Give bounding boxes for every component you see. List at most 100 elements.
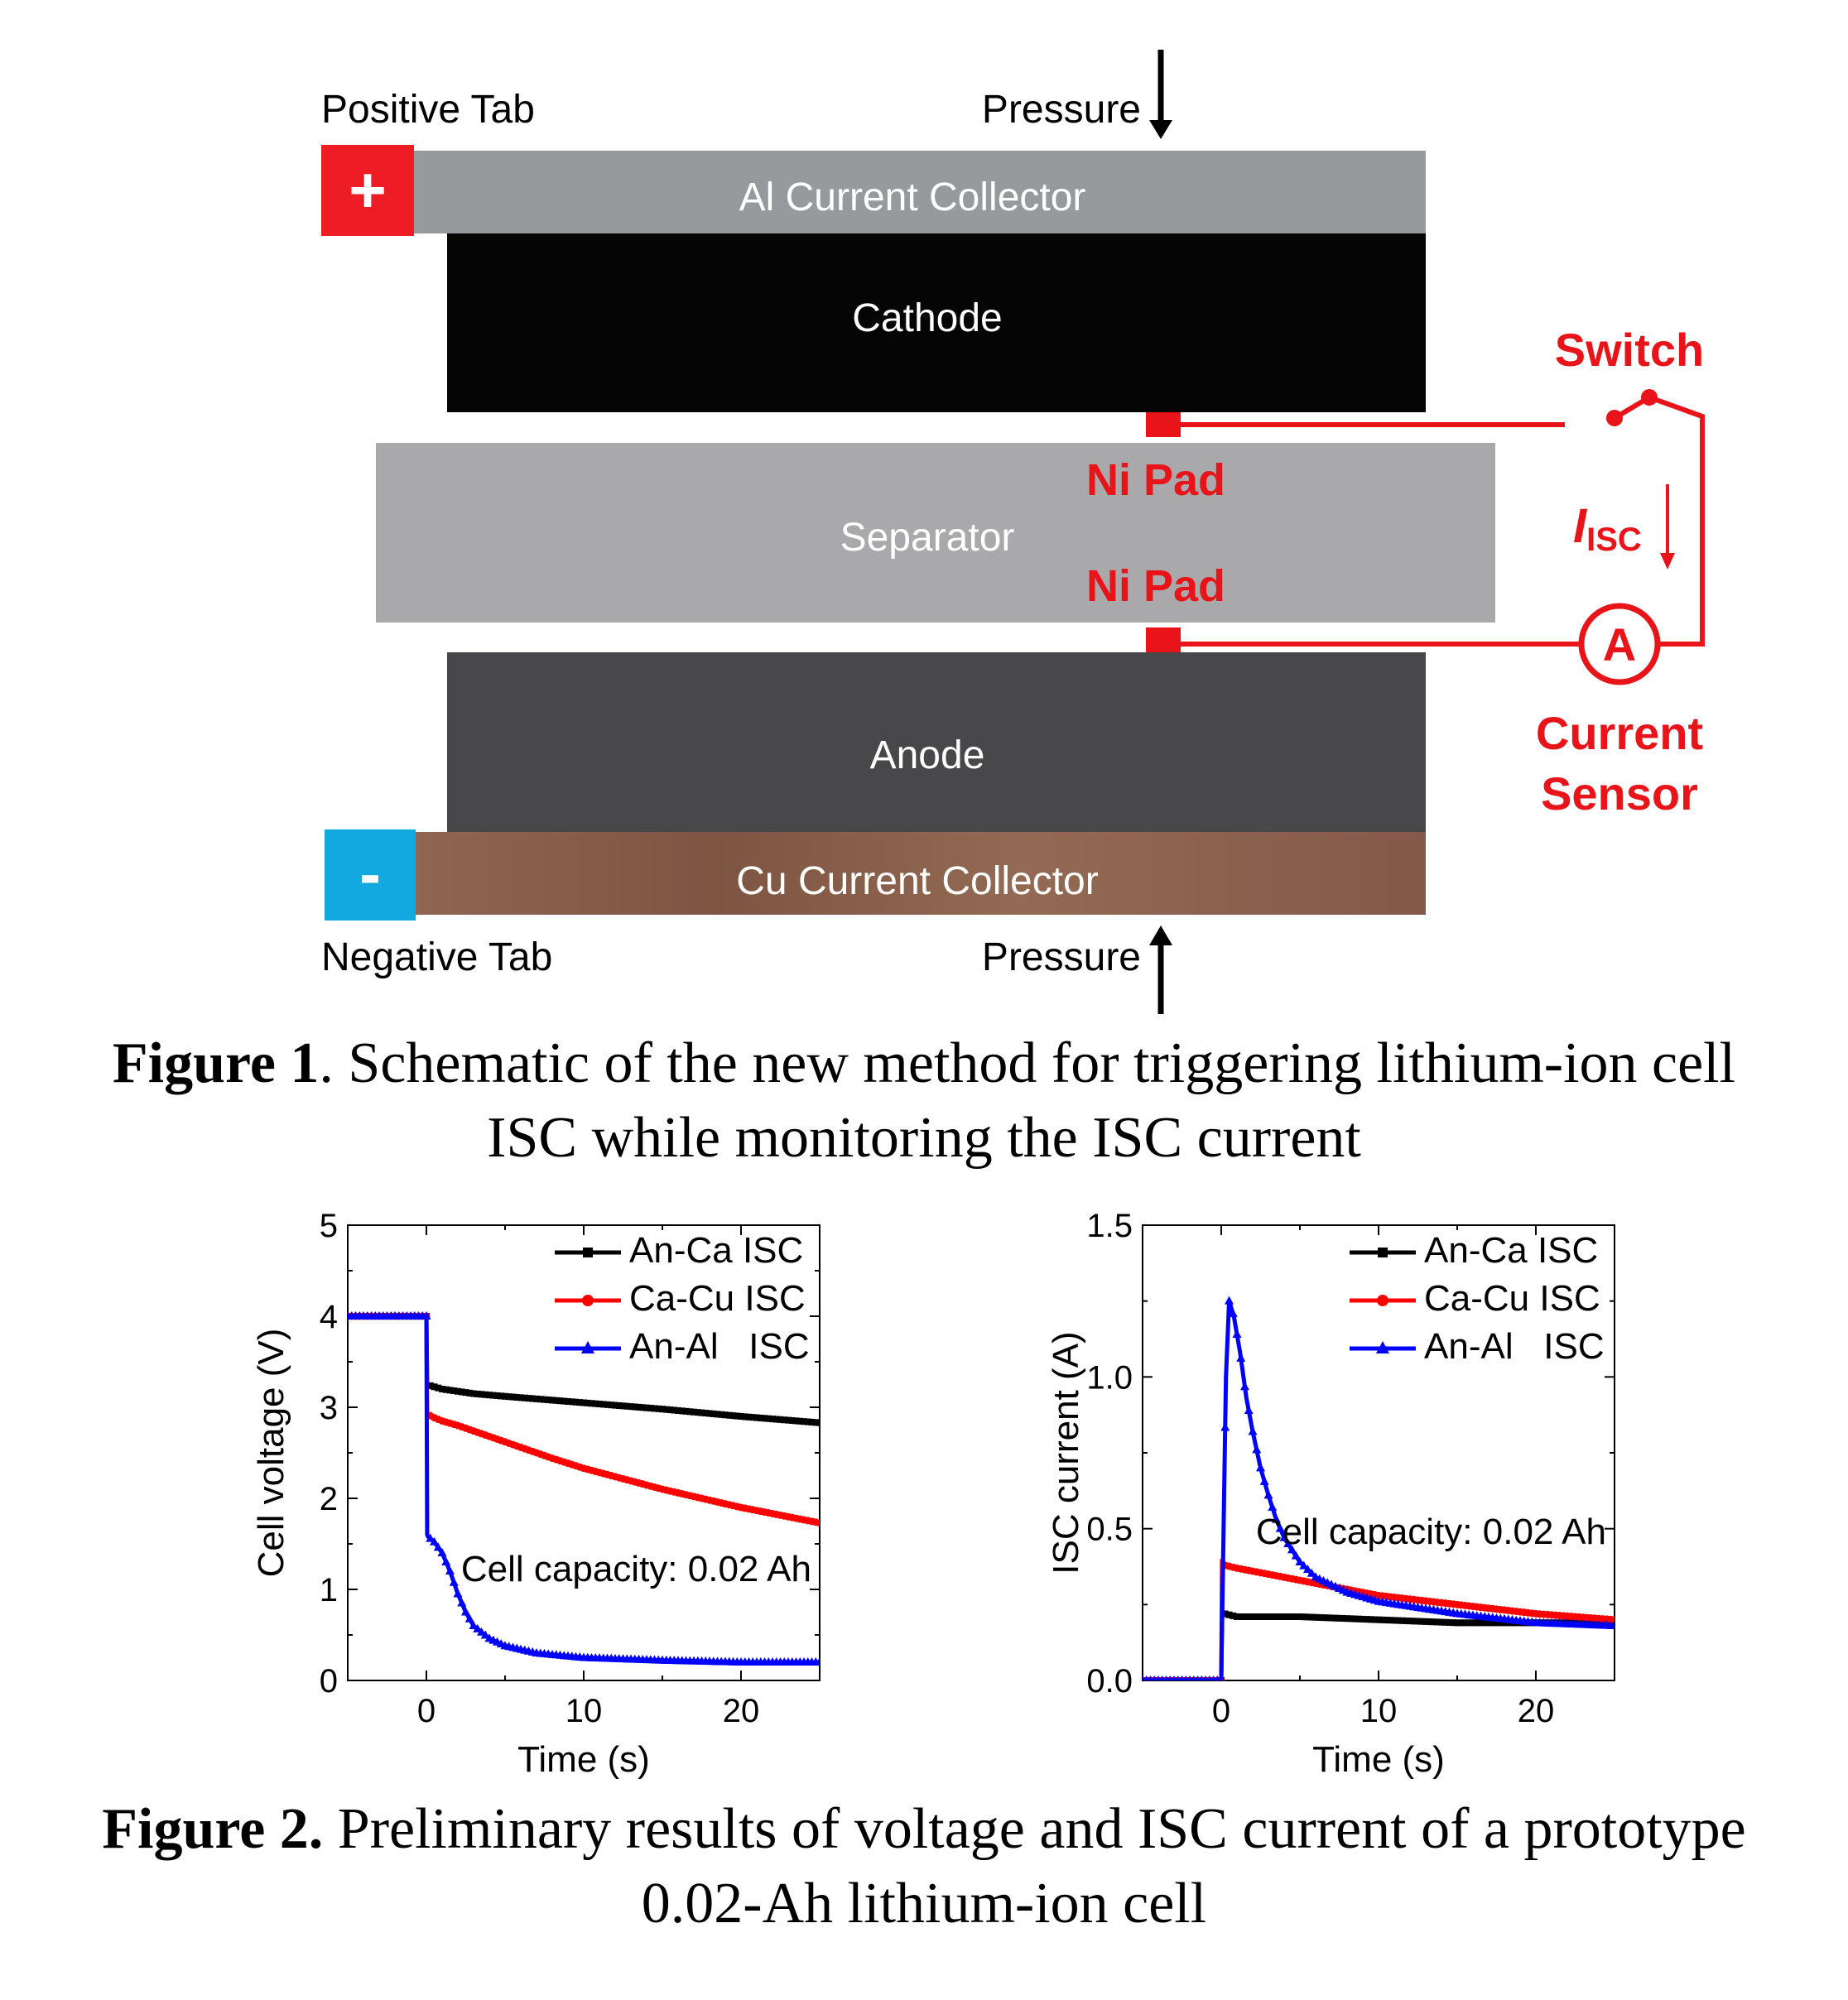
series-marker	[1167, 1675, 1173, 1680]
series-marker	[552, 1397, 560, 1404]
series-marker	[801, 1418, 807, 1425]
series-marker	[1360, 1615, 1366, 1623]
series-marker	[612, 1401, 618, 1409]
series-marker	[1225, 1611, 1233, 1618]
figure1-caption-text: . Schematic of the new method for trigge…	[319, 1031, 1736, 1095]
series-marker	[533, 1395, 540, 1402]
legend-marker	[582, 1295, 594, 1306]
series-marker	[1265, 1613, 1272, 1620]
series-marker	[734, 1412, 741, 1420]
series-marker	[549, 1397, 556, 1404]
series-marker	[1171, 1675, 1177, 1680]
isc-symbol: I	[1573, 499, 1588, 553]
series-marker	[816, 1519, 820, 1527]
series-marker	[1324, 1614, 1331, 1622]
series-marker	[1450, 1619, 1457, 1627]
series-marker	[1426, 1618, 1433, 1626]
ni-pad-top	[1146, 412, 1181, 437]
series-marker	[1299, 1560, 1309, 1570]
series-marker	[498, 1392, 505, 1400]
series-marker	[659, 1406, 666, 1413]
series-marker	[651, 1405, 658, 1412]
series-marker	[1610, 1616, 1615, 1624]
legend-label: An-Al ISC	[1424, 1326, 1605, 1367]
series-marker	[741, 1413, 748, 1421]
series-marker	[1303, 1565, 1312, 1574]
capacity-annotation: Cell capacity: 0.02 Ah	[461, 1549, 811, 1589]
al-collector-label: Al Current Collector	[739, 175, 1086, 219]
pressure-bottom-label: Pressure	[982, 935, 1141, 979]
legend-marker	[1376, 1341, 1389, 1353]
series-marker	[1220, 1422, 1230, 1431]
series-marker	[474, 1390, 481, 1397]
series-marker	[686, 1408, 694, 1416]
series-marker	[815, 1657, 820, 1666]
series-marker	[1252, 1445, 1262, 1454]
series-marker	[769, 1416, 776, 1423]
series-marker	[441, 1557, 451, 1565]
y-axis-label: Cell voltage (V)	[251, 1329, 291, 1578]
series-marker	[1244, 1406, 1254, 1415]
y-tick-label: 0.0	[1086, 1663, 1133, 1700]
series-marker	[426, 1533, 436, 1542]
y-tick-label: 1	[320, 1572, 338, 1608]
series-marker	[608, 1401, 615, 1409]
series-marker	[1367, 1616, 1374, 1623]
minus-sign: -	[359, 837, 381, 910]
positive-tab-label: Positive Tab	[321, 88, 535, 132]
series-marker	[1414, 1618, 1422, 1625]
series-marker	[1398, 1617, 1406, 1624]
voltage-chart: 0 10 20 0 1 2 3 4 5 Time (s) Cell voltage (V) An-Ca…	[251, 1208, 821, 1780]
series-marker	[513, 1393, 521, 1401]
y-tick-label: 2	[320, 1481, 338, 1517]
series-marker	[437, 1548, 447, 1556]
ammeter-circle	[1578, 603, 1661, 685]
series-marker	[1148, 1675, 1153, 1680]
current-sensor-label-1: Current	[1536, 707, 1703, 759]
legend-label: Ca-Cu ISC	[629, 1278, 806, 1319]
x-axis-label: Time (s)	[1312, 1739, 1445, 1780]
series-marker	[788, 1417, 796, 1425]
series-marker	[706, 1410, 713, 1417]
series-marker	[1307, 1568, 1316, 1577]
series-marker	[1335, 1614, 1343, 1622]
series-marker	[1410, 1618, 1417, 1625]
series-marker	[1248, 1426, 1258, 1435]
series-marker	[722, 1411, 729, 1419]
series-marker	[580, 1399, 587, 1406]
series-marker	[745, 1413, 753, 1421]
y-tick-label: 5	[320, 1208, 338, 1244]
series-marker	[725, 1411, 733, 1419]
series-marker	[1287, 1545, 1297, 1554]
pressure-top-arrow	[1149, 50, 1172, 139]
switch-contact-left	[1606, 410, 1623, 426]
series-marker	[517, 1394, 524, 1401]
series-marker	[1347, 1615, 1355, 1623]
series-marker	[439, 1386, 445, 1392]
series-marker	[781, 1416, 788, 1424]
series-marker	[568, 1398, 575, 1406]
series-marker	[1214, 1675, 1220, 1680]
series-marker	[1159, 1675, 1166, 1680]
series-marker	[556, 1397, 564, 1405]
series-marker	[1206, 1675, 1213, 1680]
series-marker	[502, 1392, 508, 1400]
series-marker	[453, 1589, 463, 1598]
negative-tab-label: Negative Tab	[321, 935, 552, 979]
series-marker	[1256, 1463, 1265, 1472]
series-marker	[537, 1396, 544, 1403]
series-marker	[1179, 1675, 1185, 1680]
series-marker	[643, 1404, 650, 1411]
series-marker	[812, 1419, 820, 1426]
series-marker	[662, 1406, 670, 1413]
series-marker	[446, 1387, 454, 1394]
cu-current-collector	[414, 832, 1426, 915]
series-marker	[442, 1386, 450, 1393]
series-marker	[1237, 1613, 1244, 1620]
series-marker	[635, 1403, 642, 1411]
series-marker	[466, 1389, 474, 1397]
series-marker	[1191, 1675, 1197, 1680]
series-marker	[738, 1413, 744, 1420]
series-marker	[1485, 1619, 1492, 1627]
series-marker	[1272, 1514, 1281, 1523]
